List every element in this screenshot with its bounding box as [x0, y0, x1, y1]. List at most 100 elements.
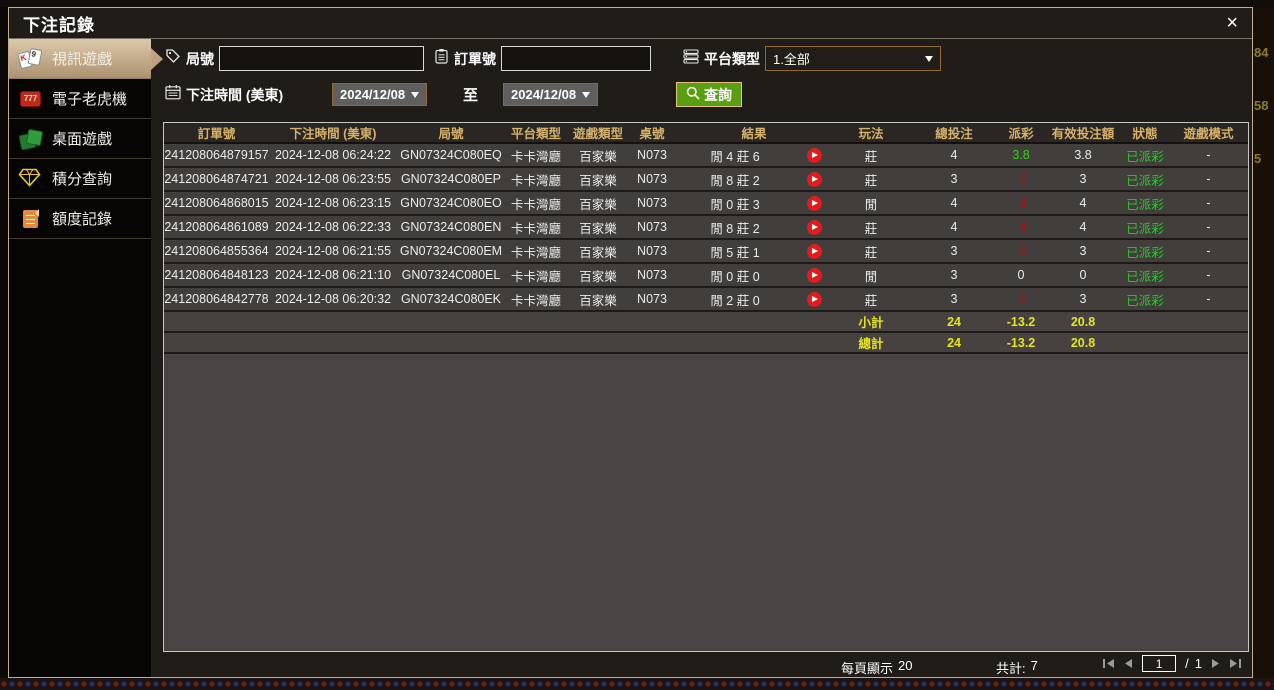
search-icon [686, 86, 700, 103]
total-count-value: 7 [1030, 658, 1038, 673]
date-to-select[interactable]: 2024/12/08 [503, 83, 598, 106]
cell-total-bet: 3 [909, 287, 1000, 312]
sidebar-item-label: 額度記錄 [52, 211, 113, 228]
cell-sum-label: 總計 [833, 332, 910, 354]
page-number-input[interactable] [1142, 655, 1177, 672]
sidebar-item-label: 積分查詢 [52, 171, 113, 188]
prev-page-icon[interactable] [1124, 658, 1133, 669]
platform-list-icon [683, 48, 699, 69]
cell-sum-payout: -13.2 [999, 332, 1044, 354]
column-header: 結果 [675, 123, 834, 144]
cell-bet-time: 2024-12-08 06:23:55 [269, 167, 397, 192]
replay-play-icon[interactable] [806, 171, 822, 187]
cell-play-type: 閒 [833, 191, 910, 216]
cell-result: 閒 8 莊 2 [675, 167, 795, 192]
next-page-icon[interactable] [1211, 658, 1220, 669]
cell-game-type: 百家樂 [567, 263, 629, 288]
cell-game-type: 百家樂 [567, 191, 629, 216]
cell-platform: 卡卡灣廳 [505, 239, 567, 264]
cell-replay [795, 167, 834, 192]
cell-result: 閒 0 莊 3 [675, 191, 795, 216]
round-filter-group: 局號 [165, 46, 424, 71]
cell-replay [795, 287, 834, 312]
page-size-label: 每頁顯示 [841, 661, 894, 676]
sidebar-item-credit-log[interactable]: 額度記錄 [9, 199, 151, 239]
background-fragment: 5 [1254, 151, 1262, 166]
cell-table-no: N073 [629, 287, 675, 312]
calendar-icon [165, 84, 181, 105]
replay-play-icon[interactable] [806, 243, 822, 259]
column-header: 桌號 [629, 123, 675, 144]
cell-round-id: GN07324C080EL [397, 263, 505, 288]
cell-empty [164, 311, 834, 333]
page-count: / 1 [1185, 656, 1202, 671]
cell-payout: 0 [999, 263, 1044, 288]
cell-order-id: 241208064861089 [164, 215, 269, 240]
round-number-input[interactable] [219, 46, 424, 71]
replay-play-icon[interactable] [806, 291, 822, 307]
cell-game-mode: - [1167, 191, 1248, 216]
order-number-input[interactable] [501, 46, 651, 71]
cell-payout: -4 [999, 215, 1044, 240]
cell-sum-total-bet: 24 [909, 332, 1000, 354]
first-page-icon[interactable] [1102, 658, 1115, 669]
cell-result: 閒 2 莊 0 [675, 287, 795, 312]
cell-sum-label: 小計 [833, 311, 910, 333]
clipboard-icon [434, 48, 449, 69]
table-row: 241208064868015 2024-12-08 06:23:15 GN0732… [164, 191, 1248, 216]
column-header: 局號 [397, 123, 505, 144]
table-games-icon [18, 128, 44, 150]
background-top-strip [0, 0, 1274, 7]
column-header: 下注時間 (美東) [269, 123, 397, 144]
cell-payout: -4 [999, 191, 1044, 216]
date-from-select[interactable]: 2024/12/08 [332, 83, 427, 106]
cell-total-bet: 4 [909, 215, 1000, 240]
cell-order-id: 241208064842778 [164, 287, 269, 312]
replay-play-icon[interactable] [806, 147, 822, 163]
table-row: 241208064861089 2024-12-08 06:22:33 GN0732… [164, 215, 1248, 240]
bet-time-filter-group: 下注時間 (美東) [165, 82, 283, 107]
sidebar-item-slots[interactable]: 電子老虎機 [9, 79, 151, 119]
cell-empty [1123, 332, 1248, 354]
cell-play-type: 莊 [833, 287, 910, 312]
cell-round-id: GN07324C080EM [397, 239, 505, 264]
bet-records-table: 訂單號 下注時間 (美東) 局號 平台類型 遊戲類型 桌號 結果 玩法 總投注 派彩 有效投注額 狀態… [163, 122, 1249, 652]
round-number-label: 局號 [186, 50, 214, 67]
chevron-down-icon [582, 91, 590, 98]
cell-platform: 卡卡灣廳 [505, 143, 567, 168]
bet-time-label: 下注時間 (美東) [186, 86, 284, 103]
last-page-icon[interactable] [1229, 658, 1242, 669]
date-to-value: 2024/12/08 [511, 87, 577, 102]
table-header-row: 訂單號 下注時間 (美東) 局號 平台類型 遊戲類型 桌號 結果 玩法 總投注 派彩 有效投注額 狀態… [164, 123, 1248, 144]
close-icon[interactable]: × [1226, 12, 1238, 34]
replay-play-icon[interactable] [806, 195, 822, 211]
total-count-label: 共計: [996, 661, 1026, 676]
table-row: 241208064879157 2024-12-08 06:24:22 GN0732… [164, 143, 1248, 168]
cell-payout: -3 [999, 239, 1044, 264]
cell-replay [795, 239, 834, 264]
table-row: 241208064842778 2024-12-08 06:20:32 GN0732… [164, 287, 1248, 312]
sidebar-item-table-games[interactable]: 桌面遊戲 [9, 119, 151, 159]
cell-bet-time: 2024-12-08 06:22:33 [269, 215, 397, 240]
cell-round-id: GN07324C080EQ [397, 143, 505, 168]
cell-round-id: GN07324C080EO [397, 191, 505, 216]
column-header: 遊戲模式 [1167, 123, 1248, 144]
dialog-title: 下注記錄 [23, 15, 95, 35]
platform-type-value: 1.全部 [773, 52, 810, 67]
cell-play-type: 莊 [833, 143, 910, 168]
page-size-value[interactable]: 20 [898, 658, 913, 673]
chevron-down-icon [925, 55, 933, 62]
cell-status: 已派彩 [1123, 167, 1168, 192]
points-gem-icon [18, 168, 44, 190]
sidebar-item-points[interactable]: 積分查詢 [9, 159, 151, 199]
order-filter-group: 訂單號 [434, 46, 651, 71]
query-button[interactable]: 查詢 [676, 82, 742, 107]
replay-play-icon[interactable] [806, 267, 822, 283]
replay-play-icon[interactable] [806, 219, 822, 235]
cell-valid-bet: 3.8 [1043, 143, 1124, 168]
platform-type-select[interactable]: 1.全部 [765, 46, 941, 71]
cell-valid-bet: 4 [1043, 215, 1124, 240]
cell-valid-bet: 3 [1043, 239, 1124, 264]
column-header: 玩法 [833, 123, 910, 144]
